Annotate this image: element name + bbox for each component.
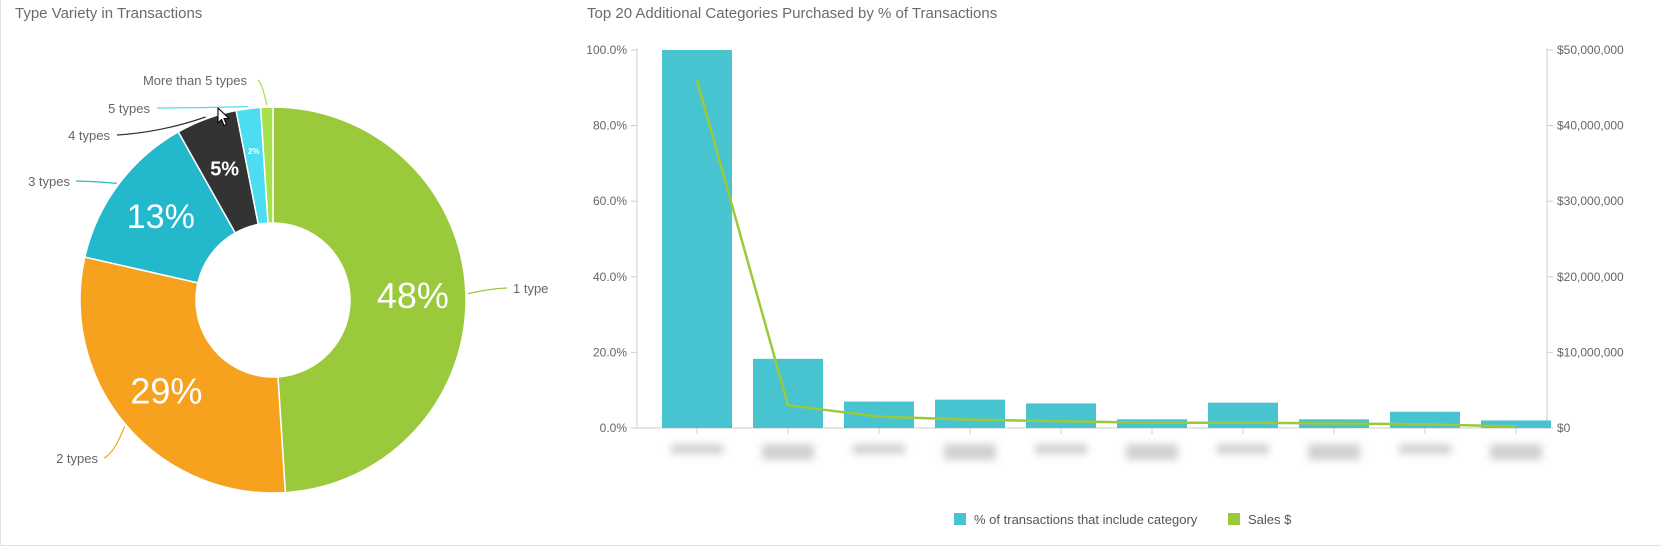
bar[interactable] bbox=[1299, 419, 1369, 428]
donut-chart[interactable]: 1 type 48% 2 types 29% 3 types 13% 4 types 5% 5 … bbox=[0, 0, 580, 546]
bar[interactable] bbox=[1117, 419, 1187, 428]
bar[interactable] bbox=[844, 401, 914, 428]
donut-category-label: 2 types bbox=[56, 451, 98, 466]
right-axis-tick-label: $10,000,000 bbox=[1557, 345, 1624, 359]
left-axis-tick-label: 40.0% bbox=[593, 270, 627, 284]
donut-connector-line bbox=[467, 287, 508, 295]
left-axis-tick-label: 80.0% bbox=[593, 119, 627, 133]
donut-category-label: 5 types bbox=[108, 101, 150, 116]
donut-category-label: 3 types bbox=[28, 174, 70, 189]
legend-swatch bbox=[954, 513, 966, 525]
donut-connector-line bbox=[75, 180, 117, 184]
donut-value-label: 2% bbox=[248, 147, 260, 156]
obscured-category-label bbox=[1490, 444, 1542, 460]
donut-connector-line bbox=[103, 426, 126, 459]
donut-value-label: 29% bbox=[130, 370, 202, 411]
obscured-category-label bbox=[671, 444, 723, 454]
obscured-category-label bbox=[1217, 444, 1269, 454]
obscured-category-label bbox=[1308, 444, 1360, 460]
donut-slice[interactable] bbox=[79, 256, 287, 494]
donut-chart-title: Type Variety in Transactions bbox=[15, 5, 203, 22]
left-axis-tick-label: 0.0% bbox=[600, 421, 628, 435]
donut-slice[interactable] bbox=[272, 106, 467, 494]
left-axis-tick-label: 100.0% bbox=[586, 43, 627, 57]
donut-category-label: More than 5 types bbox=[143, 73, 248, 88]
mouse-cursor-icon bbox=[217, 107, 230, 127]
donut-slice[interactable] bbox=[259, 106, 274, 224]
obscured-category-label bbox=[1126, 444, 1178, 460]
bar[interactable] bbox=[1481, 420, 1551, 428]
bar[interactable] bbox=[753, 358, 823, 428]
right-axis-tick-label: $30,000,000 bbox=[1557, 194, 1624, 208]
right-axis-tick-label: $40,000,000 bbox=[1557, 119, 1624, 133]
legend-swatch bbox=[1228, 513, 1240, 525]
bar[interactable] bbox=[662, 50, 732, 428]
bar[interactable] bbox=[1026, 403, 1096, 428]
donut-category-label: 1 type bbox=[513, 281, 548, 296]
donut-slice[interactable] bbox=[83, 130, 237, 284]
obscured-category-label bbox=[944, 444, 996, 460]
donut-value-label: 5% bbox=[210, 159, 239, 181]
donut-connector-line bbox=[116, 116, 206, 136]
sales-line[interactable] bbox=[695, 79, 1517, 428]
bar[interactable] bbox=[1208, 402, 1278, 428]
bar[interactable] bbox=[935, 399, 1005, 428]
right-axis-tick-label: $20,000,000 bbox=[1557, 270, 1624, 284]
left-axis-tick-label: 20.0% bbox=[593, 345, 627, 359]
legend-label[interactable]: Sales $ bbox=[1248, 512, 1292, 527]
obscured-category-label bbox=[1035, 444, 1087, 454]
bar[interactable] bbox=[1390, 411, 1460, 428]
bar-chart-title: Top 20 Additional Categories Purchased b… bbox=[587, 5, 998, 22]
panel-border-left bbox=[0, 0, 1, 546]
donut-connector-line bbox=[156, 106, 249, 109]
donut-connector-line bbox=[257, 79, 268, 106]
obscured-category-label bbox=[853, 444, 905, 454]
obscured-category-label bbox=[1399, 444, 1451, 454]
legend-label[interactable]: % of transactions that include category bbox=[974, 512, 1198, 527]
donut-value-label: 48% bbox=[377, 275, 449, 316]
donut-category-label: 4 types bbox=[68, 128, 110, 143]
obscured-category-label bbox=[762, 444, 814, 460]
left-axis-tick-label: 60.0% bbox=[593, 194, 627, 208]
right-axis-tick-label: $50,000,000 bbox=[1557, 43, 1624, 57]
right-axis-tick-label: $0 bbox=[1557, 421, 1571, 435]
donut-value-label: 13% bbox=[127, 198, 195, 236]
